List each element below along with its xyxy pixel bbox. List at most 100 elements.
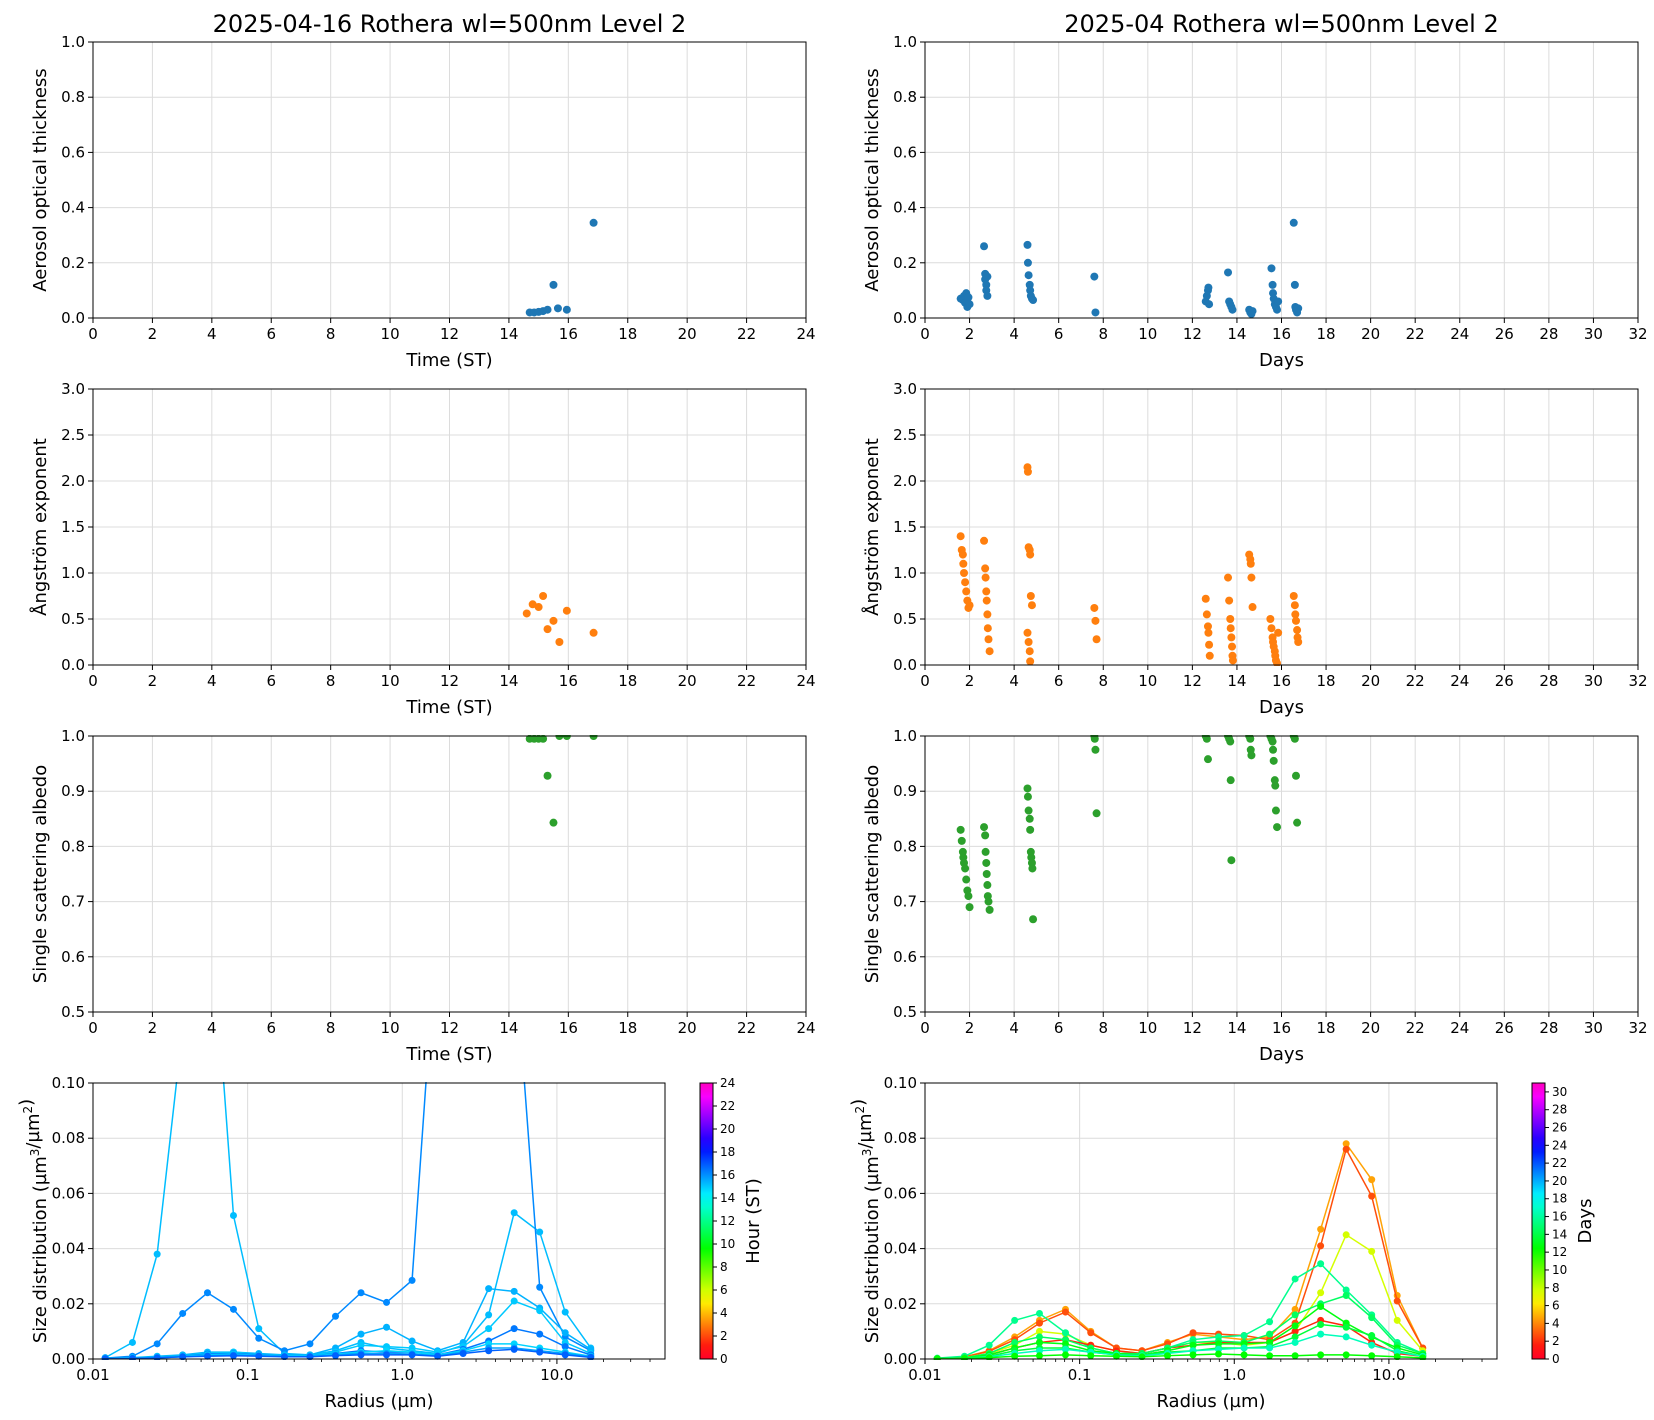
data-point [1202, 610, 1211, 619]
series-point [985, 1354, 993, 1360]
y-tick-label: 0.2 [61, 254, 85, 272]
data-point [984, 635, 993, 644]
series-point [408, 1351, 416, 1359]
data-point [1289, 218, 1298, 227]
series-point [510, 1209, 518, 1217]
series-point [153, 1340, 161, 1348]
data-point [1023, 240, 1032, 249]
series-point [459, 1349, 467, 1357]
colorbar-tick-label: 14 [720, 1191, 735, 1205]
x-tick-label: 18 [618, 672, 637, 690]
data-point [1024, 271, 1033, 280]
colorbar-label: Days [1575, 1199, 1596, 1244]
data-layer [956, 735, 1302, 924]
series-point [960, 1354, 968, 1360]
x-tick-label: 1.0 [390, 1366, 414, 1384]
data-point [1266, 615, 1275, 623]
x-tick-label: 1.0 [1222, 1366, 1246, 1384]
series-point [1342, 1333, 1350, 1341]
series-point [255, 1334, 263, 1342]
colorbar-tick-label: 8 [1552, 1281, 1560, 1295]
data-point [1226, 624, 1235, 633]
series-point [153, 1354, 161, 1360]
data-point [1290, 280, 1299, 289]
colorbar-tick-label: 0 [720, 1352, 728, 1366]
colorbar-tick-label: 10 [720, 1237, 735, 1251]
data-point [1205, 300, 1214, 309]
y-axis-label-part: Size distribution (µm [30, 1156, 51, 1343]
data-point [1268, 737, 1277, 746]
x-tick-label: 0 [920, 1019, 930, 1037]
data-point [985, 647, 994, 656]
x-tick-label: 4 [1009, 1019, 1019, 1037]
colorbar-tick-label: 10 [1552, 1263, 1567, 1277]
data-point [984, 897, 993, 906]
x-tick-label: 6 [266, 1019, 276, 1037]
y-tick-label: 0.8 [61, 837, 85, 855]
data-point [534, 603, 543, 612]
series-point [1240, 1351, 1248, 1359]
data-point [1248, 307, 1257, 316]
data-point [1293, 818, 1302, 827]
data-point [1201, 594, 1210, 603]
data-point [1026, 657, 1035, 666]
x-tick-label: 30 [1584, 1019, 1603, 1037]
series-point [1393, 1297, 1401, 1305]
series-line [105, 1287, 592, 1360]
y-tick-label: 0.06 [884, 1184, 917, 1202]
series-point [203, 1289, 211, 1297]
series-point [255, 1352, 263, 1360]
x-tick-label: 24 [796, 1019, 815, 1037]
y-tick-label: 0.9 [61, 782, 85, 800]
series-point [511, 942, 518, 949]
data-point [1027, 601, 1036, 610]
series-point [561, 1343, 569, 1351]
data-point [1091, 616, 1100, 625]
x-tick-label: 30 [1584, 672, 1603, 690]
y-tick-label: 3.0 [893, 380, 917, 398]
series-point [434, 914, 441, 921]
y-tick-label: 0.06 [52, 1184, 85, 1202]
y-tick-label: 0.04 [884, 1240, 917, 1258]
series-point [383, 1351, 391, 1359]
data-point [543, 771, 552, 780]
y-axis-label-part: /µm [23, 1113, 44, 1148]
y-tick-label: 1.0 [893, 33, 917, 51]
y-axis-label-superscript: 2 [853, 1106, 867, 1114]
data-point [562, 606, 571, 615]
series-point [1317, 1242, 1325, 1250]
data-point [1271, 806, 1280, 815]
y-tick-label: 0.5 [893, 610, 917, 628]
series-point [1368, 1341, 1376, 1349]
data-point [1228, 642, 1237, 651]
data-point [1226, 737, 1235, 746]
y-tick-label: 0.02 [52, 1295, 85, 1313]
colorbar-tick-label: 12 [1552, 1245, 1567, 1259]
series-point [1189, 1329, 1197, 1337]
series-line [937, 1262, 1424, 1359]
series-point [203, 1352, 211, 1360]
data-point [983, 610, 992, 619]
x-tick-label: 14 [499, 1019, 518, 1037]
data-point [1273, 823, 1282, 832]
x-tick-label: 0 [920, 672, 930, 690]
data-point [1092, 809, 1101, 818]
y-tick-label: 0.6 [61, 948, 85, 966]
series-point [485, 1325, 493, 1333]
series-point [179, 1353, 187, 1360]
x-tick-label: 22 [1406, 325, 1425, 343]
data-point [1247, 573, 1256, 582]
series-point [1419, 1354, 1427, 1360]
x-tick-label: 14 [1227, 1019, 1246, 1037]
data-layer [101, 914, 595, 1360]
x-tick-label: 18 [1317, 672, 1336, 690]
series-point [536, 1228, 544, 1236]
chart-p_daily_aot: 0 2 4 6 8 10 12 14 16 18 20 22 240.00.20.40.60.81.0T… [30, 10, 816, 371]
series-point [1368, 1192, 1376, 1200]
x-tick-label: 14 [1227, 672, 1246, 690]
series-point [1240, 1332, 1248, 1340]
x-tick-label: 16 [559, 325, 578, 343]
data-point [962, 587, 971, 596]
data-point [1090, 603, 1099, 612]
chart-p_month_ssa: 0 2 4 6 8 10 12 14 16 18 20 22 24 26 28 30 320.50.60.70.… [862, 727, 1648, 1065]
